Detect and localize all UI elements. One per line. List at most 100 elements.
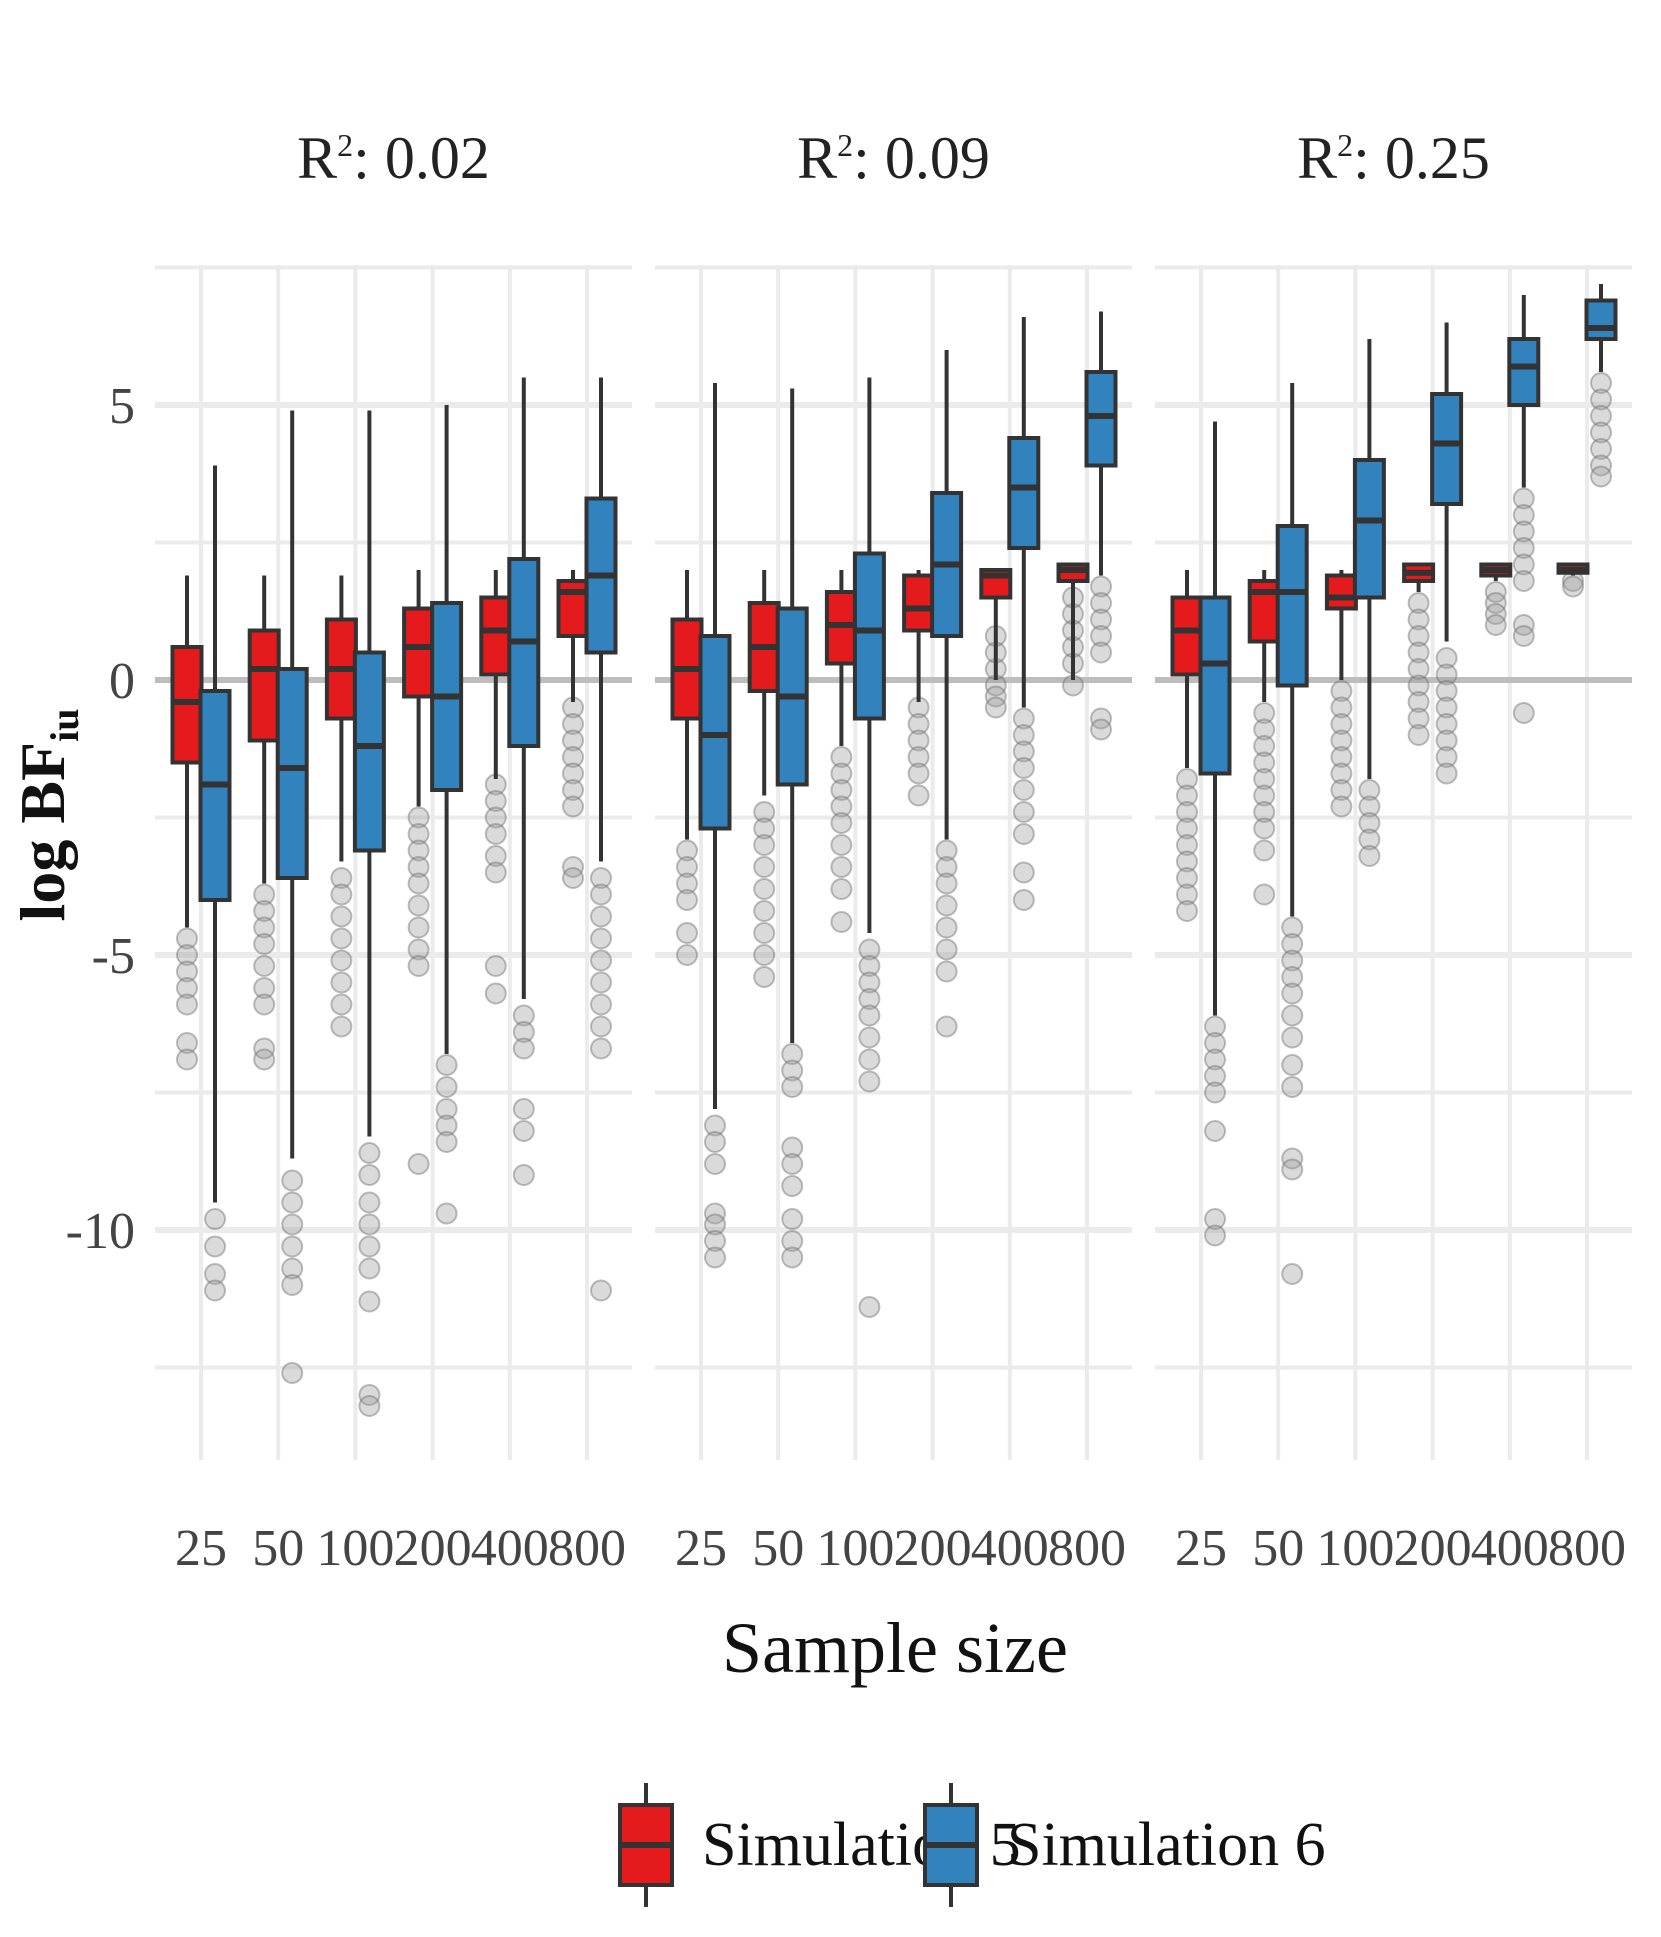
outlier-point <box>512 1164 535 1186</box>
outlier-point <box>935 938 958 961</box>
outlier-point <box>562 762 584 785</box>
outlier-point <box>1253 817 1276 840</box>
outlier-point <box>1330 680 1353 702</box>
outlier-point <box>1281 1263 1304 1285</box>
outlier-point <box>484 806 507 829</box>
box-simulation-5 <box>1247 570 1281 906</box>
outlier-point <box>781 1246 804 1269</box>
outlier-point <box>484 823 507 845</box>
box-body <box>1507 337 1541 407</box>
outlier-point <box>512 1004 535 1027</box>
x-tick-label: 800 <box>548 1520 626 1577</box>
outlier-point <box>1176 817 1198 840</box>
outlier-point <box>858 938 881 961</box>
outlier-point <box>562 867 584 889</box>
outlier-point <box>484 861 507 884</box>
outlier-point <box>781 1153 804 1175</box>
outlier-point <box>512 1098 535 1120</box>
facet-title: R2: 0.02 <box>297 125 490 191</box>
outlier-point <box>253 1048 276 1071</box>
outlier-point <box>1330 795 1353 818</box>
outlier-point <box>1176 784 1198 807</box>
box-simulation-6 <box>1430 322 1464 785</box>
box-simulation-6 <box>1084 311 1118 741</box>
outlier-point <box>907 762 930 785</box>
outlier-point <box>435 1076 458 1098</box>
box-simulation-5 <box>1402 562 1436 746</box>
x-tick-label: 25 <box>675 1520 727 1577</box>
facet-title-superscript: 2 <box>337 127 353 163</box>
outlier-point <box>1358 779 1381 801</box>
outlier-point <box>1562 575 1584 598</box>
outlier-point <box>281 1213 304 1236</box>
outlier-point <box>281 1169 304 1192</box>
x-tick-label: 50 <box>752 1520 804 1577</box>
y-tick-label: -10 <box>66 1203 135 1260</box>
outlier-point <box>1330 762 1353 785</box>
outlier-point <box>1253 751 1276 774</box>
outlier-point <box>562 795 584 818</box>
outlier-point <box>1435 647 1458 669</box>
box-simulation-6 <box>584 377 618 1302</box>
outlier-point <box>562 713 584 735</box>
facet-title-prefix: R <box>797 125 837 191</box>
outlier-point <box>1484 581 1507 603</box>
outlier-point <box>1012 861 1035 884</box>
box-body <box>198 689 232 902</box>
outlier-point <box>253 883 276 906</box>
outlier-point <box>1281 966 1304 988</box>
facet-title-value: : 0.02 <box>353 125 490 191</box>
outlier-point <box>253 993 276 1016</box>
box-simulation-5 <box>324 575 358 1038</box>
outlier-point <box>484 982 507 1005</box>
outlier-point <box>330 883 353 906</box>
outlier-point <box>176 993 198 1016</box>
outlier-point <box>1012 740 1035 763</box>
outlier-point <box>1090 592 1112 614</box>
facet-title-value: : 0.09 <box>853 125 990 191</box>
x-tick-label: 400 <box>971 1520 1049 1577</box>
outlier-point <box>407 872 430 895</box>
y-tick-label: 0 <box>109 653 135 710</box>
box-simulation-6 <box>775 388 809 1269</box>
outlier-point <box>704 1230 726 1252</box>
outlier-point <box>907 746 930 768</box>
outlier-point <box>1358 828 1381 851</box>
outlier-point <box>935 916 958 939</box>
outlier-point <box>562 746 584 768</box>
outlier-point <box>590 927 612 950</box>
outlier-point <box>358 1395 381 1417</box>
outlier-point <box>1204 1120 1226 1142</box>
outlier-point <box>407 916 430 939</box>
outlier-point <box>907 729 930 752</box>
box-simulation-6 <box>1198 421 1232 1247</box>
outlier-point <box>781 1136 804 1159</box>
outlier-point <box>1435 663 1458 686</box>
box-body <box>902 573 936 633</box>
outlier-point <box>330 1015 353 1038</box>
y-axis-label-subscript: iu <box>42 709 87 742</box>
outlier-point <box>781 1043 804 1065</box>
outlier-point <box>253 977 276 999</box>
outlier-point <box>281 1257 304 1280</box>
y-tick-label: 5 <box>109 378 135 435</box>
outlier-point <box>1090 625 1112 647</box>
outlier-point <box>484 955 507 977</box>
outlier-point <box>484 845 507 867</box>
outlier-point <box>590 1279 612 1302</box>
outlier-point <box>204 1263 226 1285</box>
box-simulation-6 <box>930 350 964 1038</box>
outlier-point <box>590 883 612 906</box>
box-simulation-5 <box>479 570 513 1005</box>
outlier-point <box>1204 1224 1226 1247</box>
outlier-point <box>1176 834 1198 856</box>
outlier-point <box>1407 592 1430 614</box>
outlier-point <box>1512 625 1535 647</box>
outlier-point <box>1204 1015 1226 1038</box>
outlier-point <box>753 817 776 840</box>
outlier-point <box>281 1191 304 1214</box>
outlier-point <box>1176 883 1198 906</box>
outlier-point <box>1512 553 1535 576</box>
x-tick-label: 400 <box>471 1520 549 1577</box>
